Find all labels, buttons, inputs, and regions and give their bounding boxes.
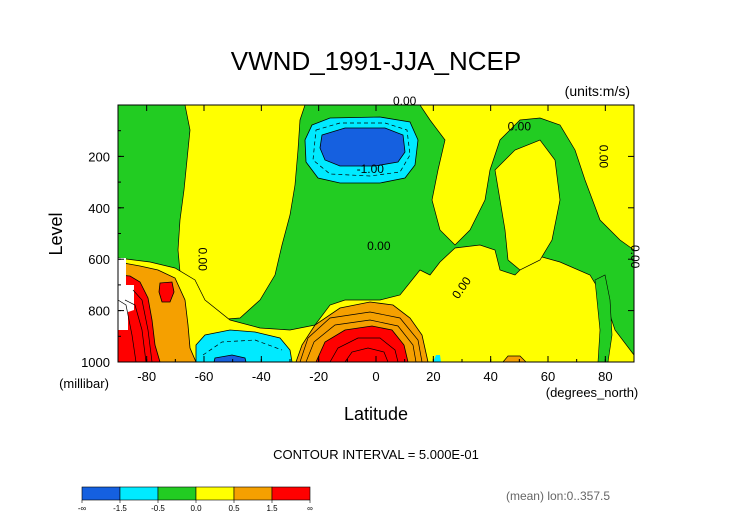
colorbar-label: 0.0	[190, 504, 202, 513]
chart-title: VWND_1991-JJA_NCEP	[231, 46, 521, 76]
contour-label: 0.00	[597, 145, 611, 169]
x-tick-label: 20	[426, 369, 440, 384]
colorbar-swatch	[81, 486, 121, 501]
contour-label: 0.00	[195, 248, 209, 272]
region-positive-tropical-core	[315, 325, 409, 362]
colorbar-label: -0.5	[151, 504, 165, 513]
colorbar-swatch	[195, 486, 235, 501]
contour-label: 0.00	[628, 245, 642, 269]
x-tick-label: 0	[372, 369, 379, 384]
x-axis-ticks: -80 -60 -40 -20 0 20 40 60 80	[117, 105, 635, 384]
y-tick-label: 400	[88, 201, 110, 216]
y-axis-units: (millibar)	[59, 376, 109, 391]
x-axis-units: (degrees_north)	[546, 385, 639, 400]
y-tick-label: 1000	[81, 355, 110, 370]
contour-negative-dashed-south	[202, 339, 283, 356]
y-tick-label: 600	[88, 252, 110, 267]
contour-label: 0.00	[367, 239, 391, 253]
colorbar-label: -∞	[78, 504, 87, 513]
contour-label: -1.00	[357, 162, 385, 176]
contour-label: 0.00	[508, 120, 532, 134]
contour-label: 0.00	[393, 94, 417, 108]
colorbar-swatch	[271, 486, 311, 501]
region-positive-south-spot	[158, 281, 175, 303]
y-tick-label: 200	[88, 149, 110, 164]
plot-area: -80 -60 -40 -20 0 20 40 60 80 200 400 600 800 1000 0…	[81, 94, 642, 384]
contour-positive-lines	[118, 289, 423, 362]
x-tick-label: 80	[598, 369, 612, 384]
y-axis-title: Level	[46, 212, 66, 255]
colorbar-label: ∞	[307, 504, 313, 513]
x-tick-label: -40	[252, 369, 271, 384]
region-negative-upper-core	[319, 127, 406, 167]
footer-mean-lon: (mean) lon:0..357.5	[506, 489, 610, 503]
x-tick-label: 40	[483, 369, 497, 384]
colorbar-label: 0.5	[228, 504, 240, 513]
units-label: (units:m/s)	[565, 83, 630, 99]
x-axis-title: Latitude	[344, 404, 408, 424]
region-positive-weak-north	[419, 105, 634, 251]
colorbar-swatch	[157, 486, 197, 501]
contour-interval-note: CONTOUR INTERVAL = 5.000E-01	[273, 447, 479, 462]
x-tick-label: -20	[309, 369, 328, 384]
region-north-surface-spot	[502, 355, 527, 362]
contour-negative-dashed-upper	[312, 122, 411, 177]
region-north-green-strip	[594, 274, 613, 362]
region-negative-south-mid	[195, 329, 293, 362]
colorbar: -∞ -1.5 -0.5 0.0 0.5 1.5 ∞	[78, 486, 313, 513]
colorbar-label: 1.5	[266, 504, 278, 513]
x-tick-label: -60	[195, 369, 214, 384]
region-missing-data	[118, 258, 134, 330]
x-tick-label: -80	[137, 369, 156, 384]
colorbar-swatch	[233, 486, 273, 501]
x-tick-label: 60	[541, 369, 555, 384]
colorbar-label: -1.5	[113, 504, 127, 513]
region-negative-south-core	[213, 354, 247, 362]
y-axis-ticks: 200 400 600 800 1000	[81, 130, 634, 370]
y-tick-label: 800	[88, 304, 110, 319]
region-tropical-small-cyan	[433, 355, 441, 362]
region-positive-weak-mid	[494, 139, 561, 271]
colorbar-swatch	[119, 486, 159, 501]
